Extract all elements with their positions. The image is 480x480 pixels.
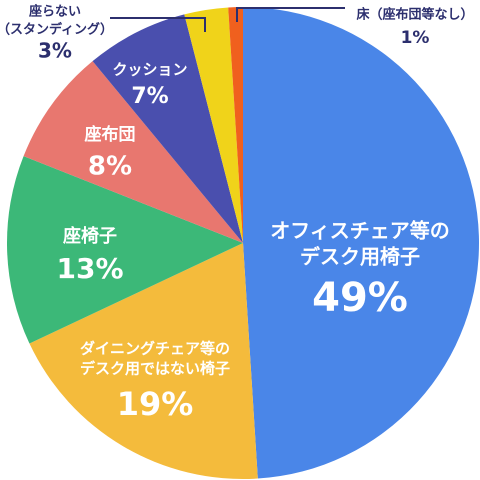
slice-label: 座らない (28, 4, 81, 20)
slice-label: オフィスチェア等の (270, 219, 450, 243)
slice-label: デスク用椅子 (300, 245, 420, 269)
slice-value: 7% (131, 84, 168, 109)
slice-value: 19% (117, 385, 194, 423)
leader-line (236, 7, 345, 22)
slice-label: 座布団 (85, 124, 136, 145)
slice-value: 13% (56, 252, 123, 285)
pie-slice (92, 14, 244, 244)
slice-label: （スタンディング） (0, 22, 113, 38)
slice-label: クッション (112, 61, 187, 79)
slice-label: デスク用ではない椅子 (80, 360, 230, 378)
pie-slice (228, 7, 243, 243)
slice-label: 座椅子 (63, 225, 117, 247)
slice-value: 8% (88, 152, 132, 182)
pie-slice (29, 243, 258, 479)
slice-value: 1% (401, 28, 430, 48)
pie-slice (243, 7, 479, 479)
slice-value: 49% (312, 275, 408, 321)
leader-line (110, 17, 206, 32)
pie-slice (23, 61, 243, 243)
slice-value: 3% (38, 39, 72, 63)
pie-slice (184, 7, 243, 243)
slice-label: 床（座布団等なし） (356, 7, 473, 23)
slice-label: ダイニングチェア等の (80, 340, 230, 358)
pie-slice (7, 156, 244, 344)
